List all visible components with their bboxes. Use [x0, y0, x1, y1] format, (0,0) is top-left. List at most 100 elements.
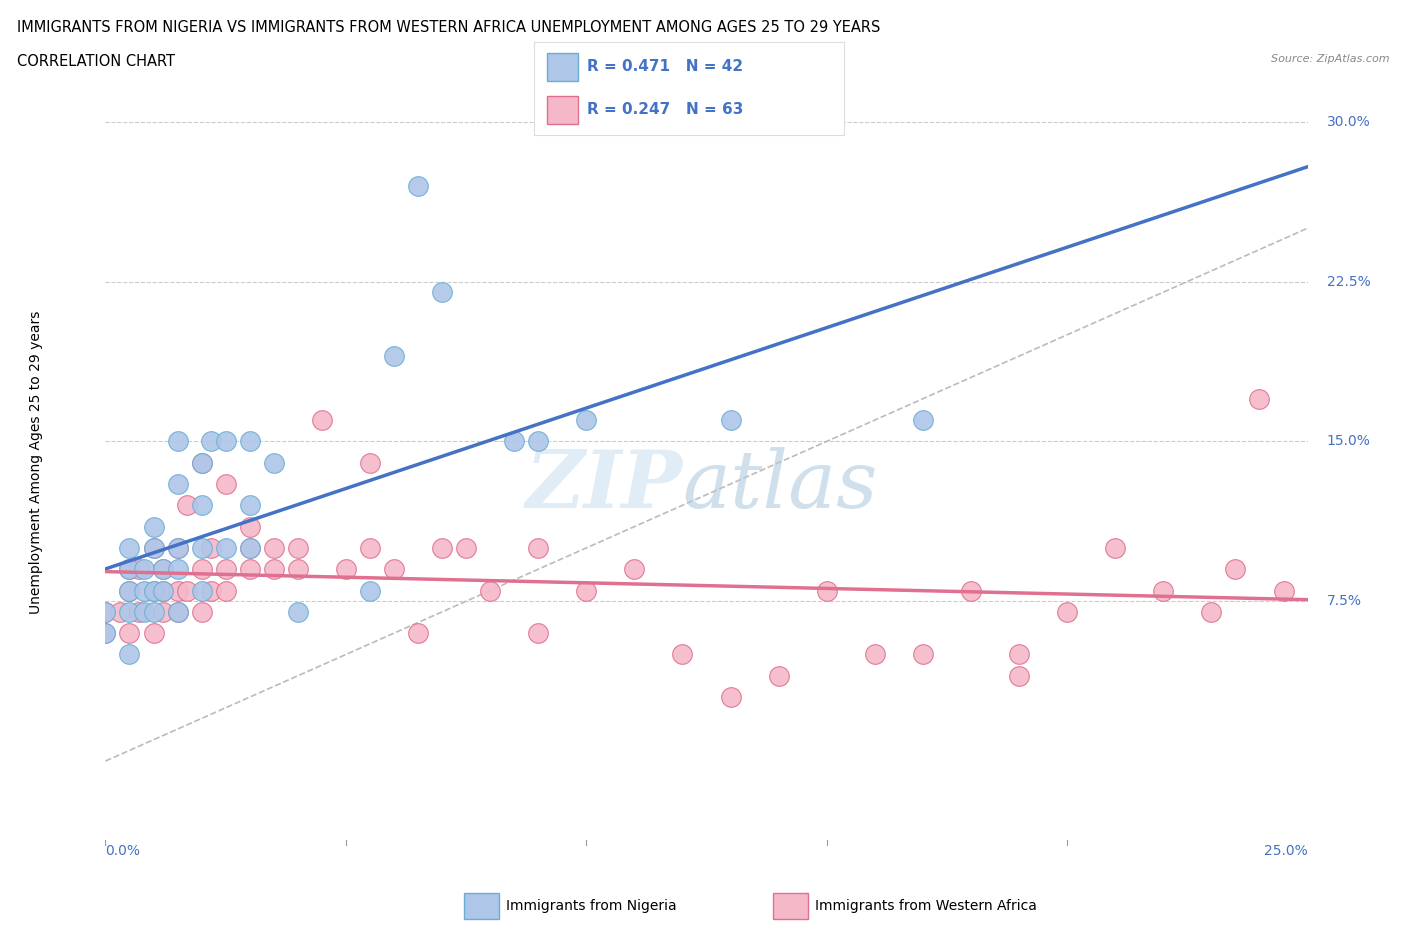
Point [382, 349, 405, 364]
Point [239, 562, 262, 577]
Point [359, 540, 381, 555]
Point [142, 604, 165, 619]
Point [335, 562, 357, 577]
Point [152, 562, 174, 577]
Point [263, 456, 285, 471]
Text: 25.0%: 25.0% [1264, 844, 1308, 858]
Point [263, 562, 285, 577]
Point [118, 626, 141, 641]
Point [1008, 669, 1031, 684]
Point [454, 540, 477, 555]
Point [239, 519, 262, 534]
Point [911, 647, 934, 662]
Point [142, 583, 165, 598]
Point [118, 562, 141, 577]
Point [200, 434, 222, 449]
Point [720, 413, 742, 428]
Text: Immigrants from Western Africa: Immigrants from Western Africa [815, 898, 1038, 913]
Text: R = 0.247   N = 63: R = 0.247 N = 63 [586, 102, 744, 117]
Point [382, 562, 405, 577]
Point [190, 562, 212, 577]
Point [166, 540, 188, 555]
Point [527, 434, 550, 449]
Point [132, 583, 155, 598]
Point [94, 626, 117, 641]
Point [166, 604, 188, 619]
Point [152, 583, 174, 598]
Point [527, 540, 550, 555]
Point [479, 583, 502, 598]
Text: 7.5%: 7.5% [1327, 594, 1362, 608]
Point [287, 562, 309, 577]
Point [1104, 540, 1126, 555]
Text: Immigrants from Nigeria: Immigrants from Nigeria [506, 898, 676, 913]
Point [166, 434, 188, 449]
Point [166, 604, 188, 619]
Point [214, 540, 236, 555]
Point [190, 456, 212, 471]
Text: Source: ZipAtlas.com: Source: ZipAtlas.com [1271, 54, 1389, 64]
Point [575, 583, 598, 598]
Point [128, 604, 150, 619]
Point [1225, 562, 1247, 577]
Point [287, 540, 309, 555]
Point [142, 540, 165, 555]
Point [176, 583, 198, 598]
Point [118, 562, 141, 577]
Point [190, 498, 212, 512]
Point [239, 540, 262, 555]
Text: 30.0%: 30.0% [1327, 114, 1371, 128]
Point [214, 562, 236, 577]
Point [406, 626, 429, 641]
Text: atlas: atlas [682, 447, 877, 525]
Point [94, 604, 117, 619]
Text: ZIP: ZIP [526, 447, 682, 525]
Point [200, 583, 222, 598]
Point [1152, 583, 1174, 598]
Text: 0.0%: 0.0% [105, 844, 141, 858]
Point [128, 562, 150, 577]
Point [815, 583, 838, 598]
Point [176, 498, 198, 512]
Point [911, 413, 934, 428]
Text: CORRELATION CHART: CORRELATION CHART [17, 54, 174, 69]
Point [166, 583, 188, 598]
Text: IMMIGRANTS FROM NIGERIA VS IMMIGRANTS FROM WESTERN AFRICA UNEMPLOYMENT AMONG AGE: IMMIGRANTS FROM NIGERIA VS IMMIGRANTS FR… [17, 20, 880, 35]
Point [430, 540, 453, 555]
Point [132, 604, 155, 619]
Point [527, 626, 550, 641]
Point [1008, 647, 1031, 662]
Point [1201, 604, 1223, 619]
Point [152, 562, 174, 577]
Point [118, 540, 141, 555]
Point [166, 476, 188, 491]
Point [671, 647, 693, 662]
Point [1272, 583, 1295, 598]
Text: Unemployment Among Ages 25 to 29 years: Unemployment Among Ages 25 to 29 years [28, 311, 42, 615]
Point [1056, 604, 1078, 619]
Point [239, 498, 262, 512]
Point [311, 413, 333, 428]
Point [108, 604, 131, 619]
Point [239, 434, 262, 449]
FancyBboxPatch shape [547, 53, 578, 81]
Point [263, 540, 285, 555]
Point [1249, 392, 1271, 406]
Point [863, 647, 886, 662]
Point [575, 413, 598, 428]
Point [359, 583, 381, 598]
Point [503, 434, 526, 449]
Point [94, 604, 117, 619]
Point [214, 476, 236, 491]
Point [94, 626, 117, 641]
Point [152, 604, 174, 619]
Point [190, 540, 212, 555]
Point [239, 540, 262, 555]
Point [214, 434, 236, 449]
Point [142, 519, 165, 534]
Point [960, 583, 983, 598]
Point [142, 626, 165, 641]
Text: R = 0.471   N = 42: R = 0.471 N = 42 [586, 60, 742, 74]
Point [142, 583, 165, 598]
Point [118, 647, 141, 662]
